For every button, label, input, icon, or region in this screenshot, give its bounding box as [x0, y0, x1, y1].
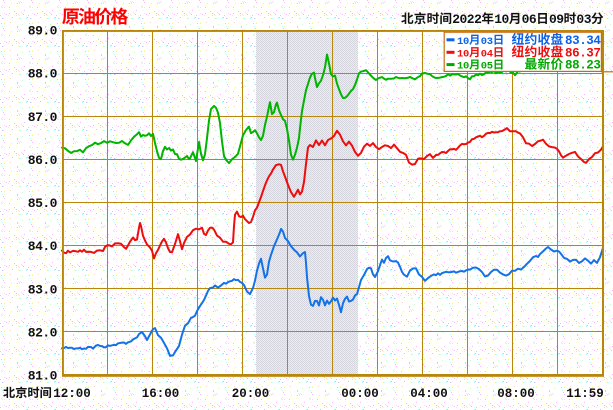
- svg-text:82.0: 82.0: [28, 326, 58, 341]
- svg-text:10: 10: [457, 36, 469, 48]
- svg-text:05: 05: [481, 61, 493, 73]
- svg-text:87.0: 87.0: [28, 110, 58, 125]
- svg-text:86.37: 86.37: [565, 46, 601, 60]
- svg-text:04: 04: [481, 48, 493, 60]
- svg-text:10: 10: [494, 12, 509, 27]
- svg-text:86.0: 86.0: [28, 153, 58, 168]
- svg-text:12:00: 12:00: [53, 387, 91, 401]
- svg-text:81.0: 81.0: [28, 369, 58, 384]
- svg-text:09: 09: [549, 12, 564, 27]
- svg-text:83.34: 83.34: [565, 34, 601, 48]
- svg-text:88.0: 88.0: [28, 67, 58, 82]
- svg-text:85.0: 85.0: [28, 196, 58, 211]
- svg-text:04:00: 04:00: [410, 387, 448, 401]
- svg-text:10: 10: [457, 48, 469, 60]
- svg-text:08:00: 08:00: [497, 387, 535, 401]
- svg-text:88.23: 88.23: [565, 59, 601, 73]
- svg-text:03: 03: [576, 12, 591, 27]
- svg-text:89.0: 89.0: [28, 24, 58, 39]
- svg-text:10: 10: [457, 61, 469, 73]
- svg-text:83.0: 83.0: [28, 282, 58, 297]
- svg-text:84.0: 84.0: [28, 239, 58, 254]
- svg-text:2022: 2022: [452, 12, 482, 27]
- svg-text:06: 06: [522, 12, 537, 27]
- svg-text:00:00: 00:00: [341, 387, 379, 401]
- svg-text:03: 03: [481, 36, 493, 48]
- svg-text:11:59: 11:59: [566, 387, 604, 401]
- svg-text:20:00: 20:00: [232, 387, 270, 401]
- svg-text:16:00: 16:00: [142, 387, 180, 401]
